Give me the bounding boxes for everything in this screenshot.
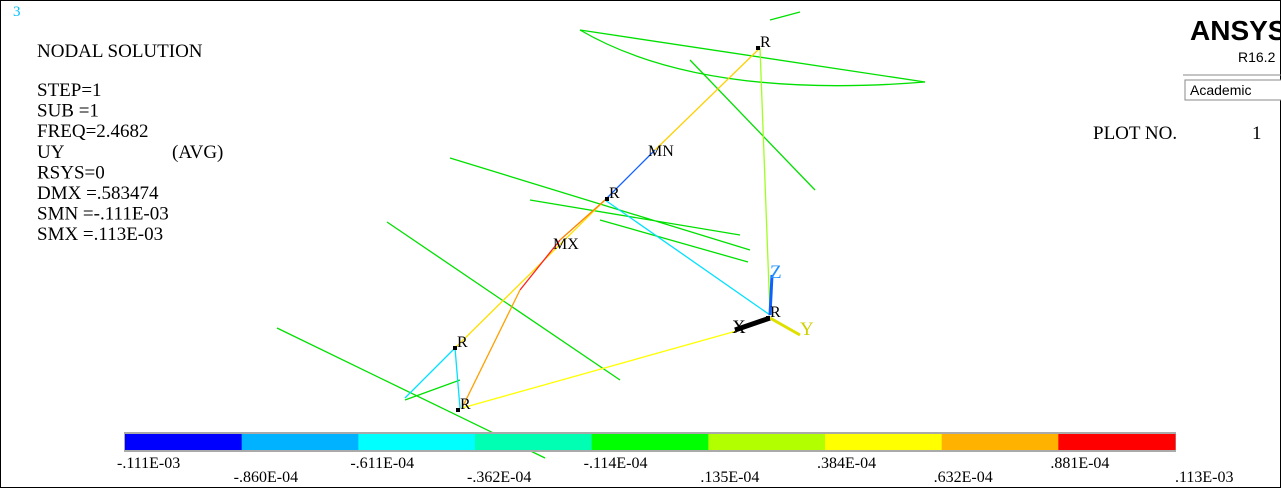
colorbar-label: -.111E-03 (117, 455, 180, 472)
colorbar-label: .881E-04 (1050, 455, 1109, 472)
window-number: 3 (13, 4, 21, 20)
colorbar-label: -.362E-04 (467, 469, 531, 486)
colorbar-segment (942, 434, 1059, 450)
colorbar-label: -.114E-04 (584, 455, 648, 472)
node-label: MN (648, 143, 674, 160)
colorbar-segment (1058, 434, 1175, 450)
info-text: FREQ=2.4682 (37, 121, 149, 142)
colorbar-label: .113E-03 (1175, 469, 1234, 486)
colorbar-segment (708, 434, 825, 450)
colorbar-label: .384E-04 (817, 455, 876, 472)
node-label: MX (553, 236, 579, 253)
frame (1, 1, 1281, 488)
logo-version: R16.2 (1238, 49, 1276, 65)
title: NODAL SOLUTION (37, 41, 203, 62)
colorbar-segment (358, 434, 475, 450)
node-label: R (460, 396, 471, 413)
colorbar-label: .632E-04 (934, 469, 993, 486)
node-label: R (457, 334, 468, 351)
colorbar-segment (475, 434, 592, 450)
info-text: RSYS=0 (37, 162, 105, 183)
plot-no-label: PLOT NO. (1093, 123, 1177, 144)
info-text: STEP=1 (37, 80, 102, 101)
info-text: SMN =-.111E-03 (37, 204, 169, 225)
info-text: SUB =1 (37, 101, 99, 122)
triad-x: X (732, 317, 746, 338)
info-text: (AVG) (172, 142, 223, 163)
node-label: R (609, 185, 620, 202)
node-label: R (770, 304, 781, 321)
colorbar-segment (242, 434, 359, 450)
triad-z: Z (770, 262, 782, 283)
colorbar-segment (825, 434, 942, 450)
plot-no-value: 1 (1252, 123, 1262, 144)
info-text: UY (37, 142, 65, 163)
colorbar-label: .135E-04 (700, 469, 759, 486)
colorbar-segment (592, 434, 709, 450)
colorbar-label: -.611E-04 (350, 455, 414, 472)
info-text: DMX =.583474 (37, 183, 159, 204)
colorbar-label: -.860E-04 (234, 469, 298, 486)
logo-name: ANSYS (1190, 15, 1281, 46)
node-label: R (760, 34, 771, 51)
colorbar-segment (125, 434, 242, 450)
ansys-window: 3 NODAL SOLUTION STEP=1SUB =1FREQ=2.4682… (0, 0, 1281, 488)
info-text: SMX =.113E-03 (37, 224, 163, 245)
triad-y: Y (800, 319, 814, 340)
logo-edition: Academic (1190, 82, 1251, 98)
